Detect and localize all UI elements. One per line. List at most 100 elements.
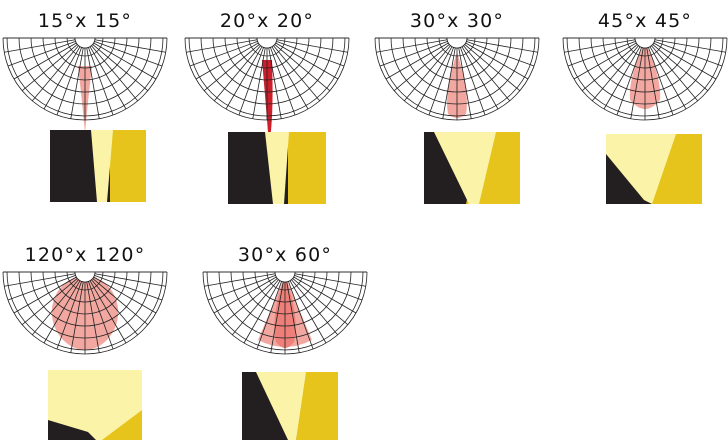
beam-diagram-1: 15°x 15°	[0, 10, 170, 210]
grid-spoke	[91, 45, 139, 102]
grid-spoke	[56, 47, 82, 116]
grid-spoke	[393, 44, 450, 92]
grid-spoke	[238, 47, 264, 116]
grid-spoke	[648, 47, 674, 116]
beam-diagram-4: 45°x 45°	[560, 10, 728, 210]
grid-spoke	[70, 281, 84, 353]
grid-spoke	[286, 281, 300, 353]
grid-spoke	[573, 42, 637, 80]
grid-spoke	[465, 42, 529, 80]
grid-spoke	[270, 281, 284, 353]
polar-plot	[562, 37, 728, 121]
grid-spoke	[271, 46, 309, 110]
grid-spoke	[89, 280, 127, 344]
beam-angle-label: 15°x 15°	[37, 10, 133, 32]
grid-spoke	[442, 47, 456, 119]
grid-spoke	[94, 41, 163, 67]
polar-grid	[184, 37, 350, 121]
polar-grid	[374, 37, 540, 121]
grid-spoke	[564, 39, 636, 53]
polar-plot	[2, 271, 168, 355]
grid-spoke	[630, 47, 644, 119]
grid-spoke	[652, 44, 709, 92]
grid-spoke	[567, 41, 636, 67]
grid-spoke	[189, 41, 258, 67]
grid-spoke	[276, 39, 348, 53]
grid-spoke	[89, 46, 127, 110]
beam-diagram-2: 20°x 20°	[182, 10, 352, 210]
grid-spoke	[581, 44, 638, 92]
grid-spoke	[379, 41, 448, 67]
grid-spoke	[204, 273, 276, 287]
beam-diagram-3: 30°x 30°	[372, 10, 542, 210]
illumination-swatch	[242, 372, 338, 440]
grid-spoke	[13, 42, 77, 80]
grid-spoke	[653, 42, 717, 80]
grid-spoke	[603, 46, 641, 110]
grid-spoke	[195, 42, 259, 80]
grid-spoke	[651, 45, 699, 102]
illumination-swatch	[606, 134, 702, 204]
grid-spoke	[56, 281, 82, 350]
grid-spoke	[94, 39, 166, 53]
grid-spoke	[213, 276, 277, 314]
grid-spoke	[86, 47, 100, 119]
grid-spoke	[92, 278, 149, 326]
illumination-swatch	[50, 130, 146, 202]
grid-spoke	[186, 39, 258, 53]
grid-spoke	[93, 42, 157, 80]
grid-spoke	[256, 281, 282, 350]
grid-spoke	[654, 41, 723, 67]
grid-spoke	[94, 275, 163, 301]
grid-spoke	[225, 46, 263, 110]
grid-spoke	[231, 279, 279, 336]
grid-spoke	[466, 39, 538, 53]
grid-spoke	[203, 44, 260, 92]
grid-spoke	[403, 45, 451, 102]
polar-plot	[2, 37, 168, 136]
grid-spoke	[88, 47, 114, 116]
grid-spoke	[466, 41, 535, 67]
grid-spoke	[292, 278, 349, 326]
grid-spoke	[70, 47, 84, 119]
grid-spoke	[268, 47, 282, 119]
polar-grid	[202, 271, 368, 355]
illumination-swatch	[228, 132, 326, 204]
grid-spoke	[86, 281, 100, 353]
grid-spoke	[93, 276, 157, 314]
polar-plot	[202, 271, 368, 355]
grid-spoke	[4, 273, 76, 287]
polar-plot	[184, 37, 350, 146]
beam-angle-label: 30°x 60°	[237, 244, 333, 266]
grid-spoke	[385, 42, 449, 80]
grid-spoke	[31, 279, 79, 336]
polar-plot	[374, 37, 540, 121]
beam-angle-label: 45°x 45°	[597, 10, 693, 32]
beam-angle-label: 20°x 20°	[219, 10, 315, 32]
grid-spoke	[7, 41, 76, 67]
grid-spoke	[91, 279, 139, 336]
grid-spoke	[31, 45, 79, 102]
grid-center	[274, 271, 296, 283]
grid-spoke	[463, 45, 511, 102]
grid-spoke	[275, 42, 339, 80]
grid-spoke	[294, 275, 363, 301]
grid-spoke	[7, 275, 76, 301]
grid-spoke	[646, 47, 660, 119]
grid-spoke	[289, 280, 327, 344]
grid-center	[256, 37, 278, 49]
grid-spoke	[288, 281, 314, 350]
grid-spoke	[376, 39, 448, 53]
illumination-swatch	[48, 370, 142, 440]
grid-spoke	[293, 276, 357, 314]
grid-spoke	[428, 47, 454, 116]
grid-spoke	[464, 44, 521, 92]
grid-spoke	[43, 280, 81, 344]
grid-spoke	[88, 281, 114, 350]
grid-spoke	[4, 39, 76, 53]
grid-center	[634, 37, 656, 49]
grid-spoke	[276, 41, 345, 67]
grid-spoke	[270, 47, 296, 116]
polar-grid	[562, 37, 728, 121]
grid-center	[446, 37, 468, 49]
